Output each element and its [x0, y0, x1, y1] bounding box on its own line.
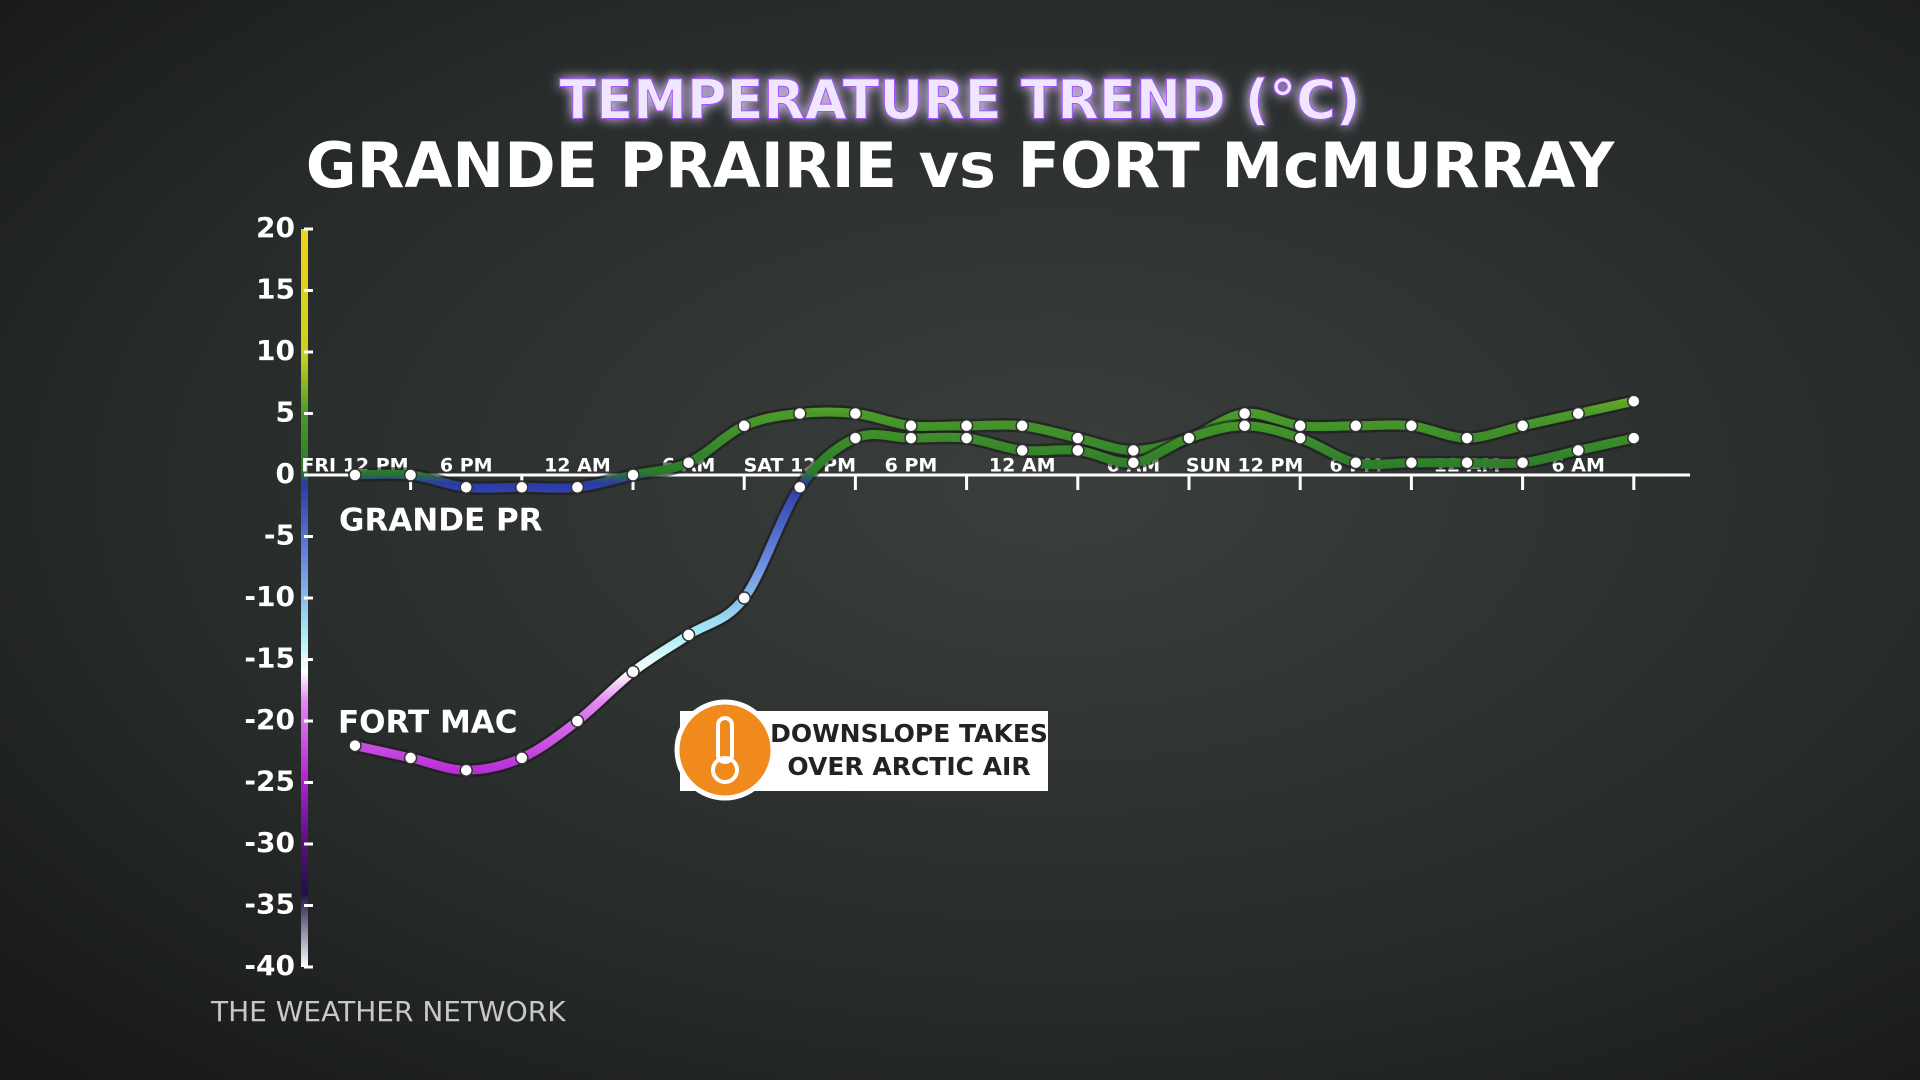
data-point [1571, 443, 1585, 458]
data-point [1071, 431, 1085, 445]
x-tick-label: 12 AM [544, 455, 611, 477]
data-point [793, 480, 807, 495]
y-tick-label: -30 [244, 826, 295, 859]
data-point [1627, 431, 1641, 445]
data-point [1293, 431, 1307, 445]
callout: DOWNSLOPE TAKES OVER ARCTIC AIR [674, 699, 1048, 801]
data-point [626, 665, 640, 679]
y-tick-label: -25 [244, 765, 295, 798]
data-point [1126, 455, 1141, 470]
data-point [1404, 455, 1419, 470]
data-point [681, 628, 696, 642]
data-point [1349, 419, 1363, 433]
data-point [959, 431, 974, 445]
data-point [403, 751, 418, 765]
data-point [959, 419, 974, 433]
data-point [1460, 431, 1474, 445]
data-point [1515, 455, 1530, 470]
data-point [1182, 431, 1196, 445]
data-point [459, 480, 473, 495]
data-point [515, 480, 529, 495]
y-tick-label: -15 [244, 642, 295, 675]
data-point [737, 419, 751, 433]
data-point [1515, 419, 1530, 433]
y-tick-label: 15 [256, 273, 295, 306]
data-point [1293, 419, 1307, 433]
x-tick-label: SUN 12 PM [1186, 455, 1304, 477]
y-tick-label: 10 [256, 334, 295, 367]
thermometer-icon [716, 716, 734, 764]
thermometer-icon [674, 699, 776, 801]
data-point [1571, 406, 1585, 421]
data-point [1126, 443, 1141, 458]
data-point [1349, 455, 1363, 470]
y-tick-label: -20 [244, 703, 295, 736]
data-point [1071, 443, 1085, 458]
data-point [515, 751, 529, 765]
x-tick-label: 6 PM [885, 455, 938, 477]
data-point [570, 714, 585, 728]
data-point [904, 431, 918, 445]
y-tick-label: -35 [244, 888, 295, 921]
data-point [1237, 406, 1252, 421]
x-tick-label: 6 PM [440, 455, 493, 477]
data-point [1627, 394, 1641, 408]
data-point [793, 406, 807, 421]
data-point [626, 468, 640, 482]
data-point [737, 591, 751, 605]
data-point [348, 468, 362, 482]
data-point [1460, 455, 1474, 470]
data-point [848, 431, 863, 445]
y-tick-label: -40 [244, 949, 295, 982]
data-point [681, 455, 696, 470]
chart-subtitle: GRANDE PRAIRIE vs FORT McMURRAY [306, 129, 1616, 202]
data-point [403, 468, 418, 482]
y-tick-label: 0 [276, 457, 295, 490]
y-tick-label: -10 [244, 580, 295, 613]
data-point [570, 480, 585, 495]
data-point [459, 763, 473, 777]
data-point [904, 419, 918, 433]
data-point [1015, 443, 1029, 458]
y-tick-label: -5 [264, 519, 295, 552]
data-point [848, 406, 863, 421]
data-point [348, 738, 362, 753]
x-tick-label: SAT 12 PM [744, 455, 856, 477]
callout-text: DOWNSLOPE TAKES [770, 719, 1048, 748]
y-tick-label: 5 [276, 396, 295, 429]
chart-title: TEMPERATURE TREND (°C) [559, 69, 1360, 132]
series-label: FORT MAC [338, 705, 518, 741]
data-point [1015, 419, 1029, 433]
series-label: GRANDE PR [339, 503, 543, 539]
data-point [1404, 419, 1419, 433]
thermometer-icon [711, 756, 739, 784]
data-point [1237, 419, 1252, 433]
x-tick-label: 12 AM [989, 455, 1056, 477]
y-tick-label: 20 [256, 211, 295, 244]
source: THE WEATHER NETWORK [210, 995, 566, 1028]
callout-text: OVER ARCTIC AIR [787, 752, 1030, 781]
